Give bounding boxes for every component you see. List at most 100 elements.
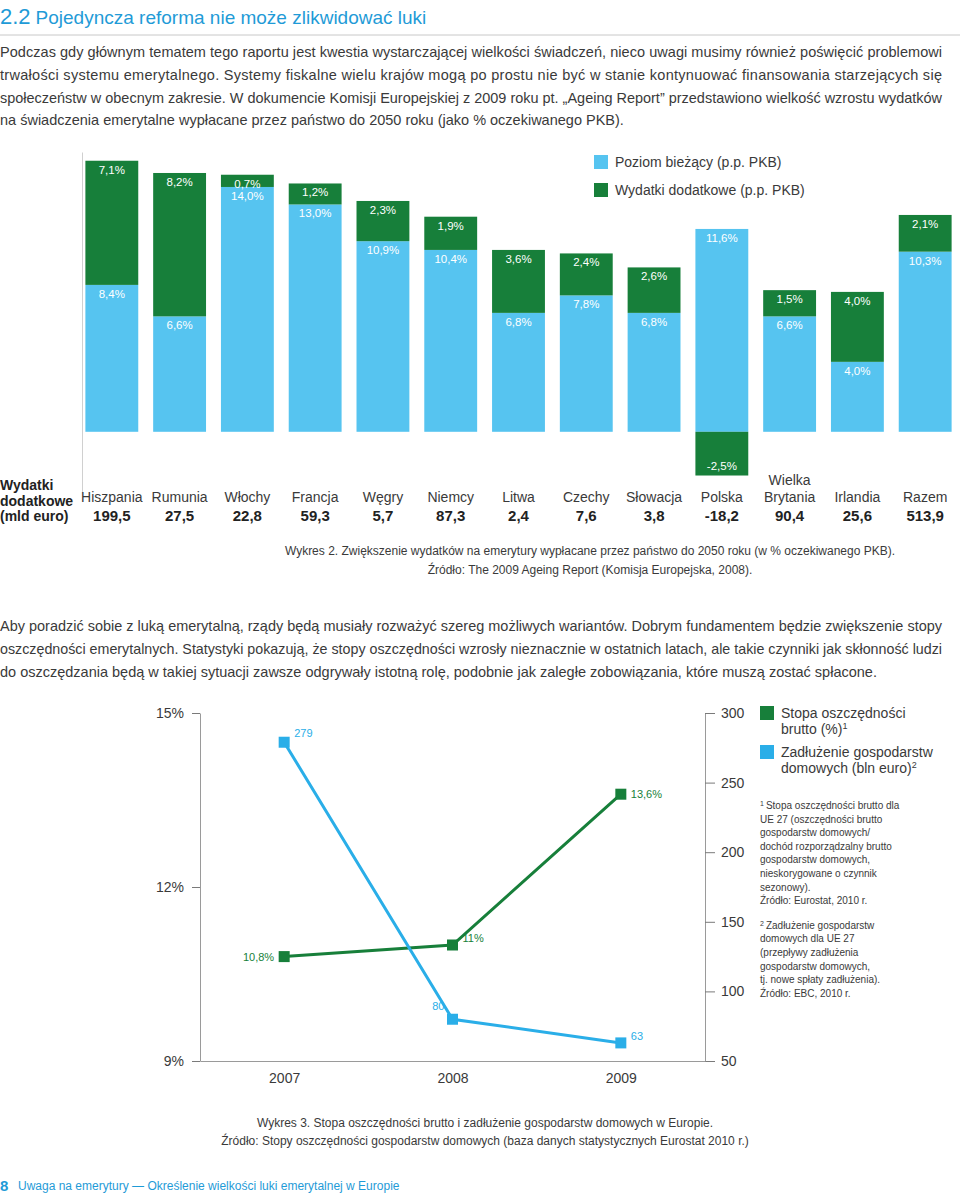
y2-axis-line (705, 714, 706, 1062)
bar (153, 316, 206, 431)
row-cell: 25,6 (843, 507, 872, 524)
legend-label-line: brutto (%) (781, 721, 842, 737)
legend-swatch (594, 183, 608, 197)
section-title: Pojedyncza reforma nie może zlikwidować … (36, 7, 427, 28)
tick-mark (192, 887, 200, 888)
footnote-line: domowych dla UE 27 (760, 933, 855, 944)
footnote-line: 2Zadłużenie gospodarstw (760, 920, 875, 931)
data-label: 6,6% (166, 319, 192, 331)
bar (695, 229, 748, 432)
plot-area (85, 161, 951, 476)
row-cell: 59,3 (301, 507, 330, 524)
tick: 250 (705, 775, 745, 791)
data-label: 8,4% (99, 288, 125, 300)
tick-label: 9% (164, 1053, 184, 1069)
data-label: 11,6% (706, 232, 738, 244)
paragraph-line: do oszczędzania będą w takiej sytuacji z… (0, 664, 877, 680)
y-axis: 9%12%15% (156, 705, 201, 1069)
data-label: 14,0% (231, 190, 264, 202)
tick-label: 150 (721, 914, 745, 930)
page-number: 8 (0, 1177, 8, 1194)
tick: 150 (705, 914, 745, 930)
tick-label: 2007 (269, 1070, 300, 1086)
data-label: 6,6% (777, 319, 803, 331)
data-label: 4,0% (844, 365, 870, 377)
section-number: 2.2 (0, 4, 31, 29)
bar (628, 267, 681, 312)
footnote-mark: 2 (760, 920, 764, 927)
tick-mark (705, 783, 715, 784)
footnotes: 1Stopa oszczędności brutto dlaUE 27 (osz… (760, 800, 900, 999)
category-label: Polska (701, 489, 743, 505)
heading: 2.2Pojedyncza reforma nie może zlikwidow… (0, 4, 426, 29)
paragraph-line: społeczeństw w obecnym zakresie. W dokum… (0, 90, 943, 106)
category-label: WielkaBrytania (764, 472, 816, 505)
bar (153, 173, 206, 316)
tick: 12% (156, 879, 200, 895)
category-label: Razem (903, 489, 947, 505)
footnote-line: gospodarstw domowych, (760, 854, 870, 865)
tick-label: 200 (721, 844, 745, 860)
footnote-line: Źródło: Eurostat, 2010 r. (760, 894, 867, 906)
tick: 2007 (269, 1061, 300, 1086)
footnote-mark: 1 (760, 800, 764, 807)
data-label: -2,5% (707, 460, 737, 472)
legend-label-line: domowych (bln euro) (781, 760, 912, 776)
tick: 50 (705, 1053, 737, 1069)
row-cell: -18,2 (705, 507, 739, 524)
data-label: 10,3% (909, 255, 942, 267)
legend-label: Poziom bieżący (p.p. PKB) (615, 154, 782, 170)
bar (424, 217, 477, 250)
marker (615, 789, 626, 800)
paragraph-line: Aby poradzić sobie z luką emerytalną, rz… (0, 618, 943, 634)
y2-axis: 50100150200250300 (705, 705, 745, 1069)
bar (560, 295, 613, 431)
bar (695, 432, 748, 476)
legend-swatch (760, 706, 774, 720)
legend: Stopa oszczędnościbrutto (%)1 Zadłużenie … (760, 705, 934, 776)
footnote-line: 1Stopa oszczędności brutto dla (760, 800, 900, 811)
legend-label: Zadłużenie gospodarstwdomowych (bln euro… (781, 744, 934, 776)
tick-label: 100 (721, 983, 745, 999)
tick: 200 (705, 844, 745, 860)
data-label: 7,1% (99, 164, 125, 176)
tick-mark (705, 1061, 715, 1062)
legend-note: 2 (912, 760, 917, 770)
footnote-line: sezonowy). (760, 882, 811, 893)
plot-area (279, 737, 627, 1049)
marker (447, 940, 458, 951)
bar (492, 313, 545, 432)
data-label: 80 (432, 1000, 444, 1012)
row-cell: 87,3 (436, 507, 465, 524)
x-axis: 200720082009 (201, 1061, 706, 1086)
category-label: Rumunia (152, 489, 208, 505)
category-label: Włochy (224, 489, 270, 505)
data-label: 1,9% (438, 220, 464, 232)
tick-label: 12% (156, 879, 184, 895)
tick: 9% (164, 1053, 200, 1069)
line (284, 794, 621, 956)
tick-mark (192, 1061, 200, 1062)
legend-label: Stopa oszczędnościbrutto (%)1 (781, 705, 906, 737)
paragraph-line: oszczędności emerytalnych. Statystyki po… (0, 641, 942, 657)
legend: Poziom bieżący (p.p. PKB)Wydatki dodatko… (594, 154, 805, 198)
bar (831, 362, 884, 432)
x-axis-labels: HiszpaniaRumuniaWłochyFrancjaWęgryNiemcy… (81, 472, 947, 505)
category-label: Irlandia (834, 489, 880, 505)
category-label: Francja (292, 489, 339, 505)
footnote-line: gospodarstw domowych, (760, 961, 870, 972)
tick: 100 (705, 983, 745, 999)
data-label: 3,6% (505, 253, 531, 265)
footnote-line: Źródło: EBC, 2010 r. (760, 987, 851, 999)
tick-mark (705, 991, 715, 992)
data-label: 1,2% (302, 186, 328, 198)
row-label: (mld euro) (0, 508, 68, 524)
category-label: Czechy (563, 489, 610, 505)
data-label: 279 (294, 727, 312, 739)
data-label: 6,8% (505, 316, 531, 328)
page: 2.2Pojedyncza reforma nie może zlikwidow… (0, 0, 960, 1194)
bar (85, 285, 138, 432)
legend-swatch (594, 155, 608, 169)
data-label: 2,3% (370, 204, 396, 216)
tick-mark (192, 713, 200, 714)
